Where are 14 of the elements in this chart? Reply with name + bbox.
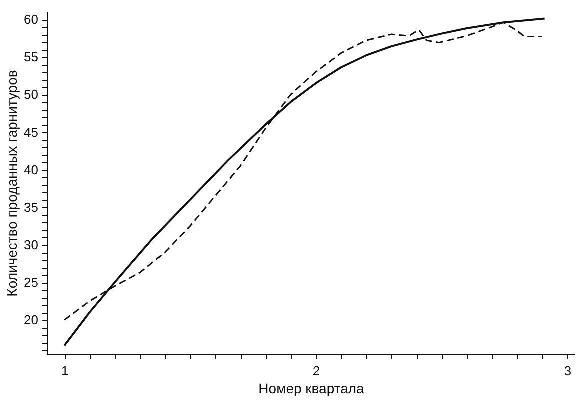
y-tick-label: 55 bbox=[24, 50, 38, 65]
y-tick-label: 45 bbox=[24, 124, 38, 140]
y-tick-label: 35 bbox=[24, 200, 38, 215]
x-axis-title: Номер квартала bbox=[258, 380, 365, 396]
y-axis-title: Количество проданных гарнитуров bbox=[4, 70, 20, 297]
y-tick-label: 25 bbox=[24, 275, 38, 290]
y-tick-label: 20 bbox=[24, 312, 38, 328]
x-tick-label: 3 bbox=[564, 364, 572, 378]
y-tick-label: 40 bbox=[24, 162, 38, 178]
y-tick-label: 50 bbox=[24, 87, 38, 102]
y-tick-label: 60 bbox=[24, 12, 38, 28]
x-tick-label: 2 bbox=[312, 364, 320, 378]
x-tick-label: 1 bbox=[61, 364, 69, 378]
y-tick-label: 30 bbox=[24, 238, 38, 253]
